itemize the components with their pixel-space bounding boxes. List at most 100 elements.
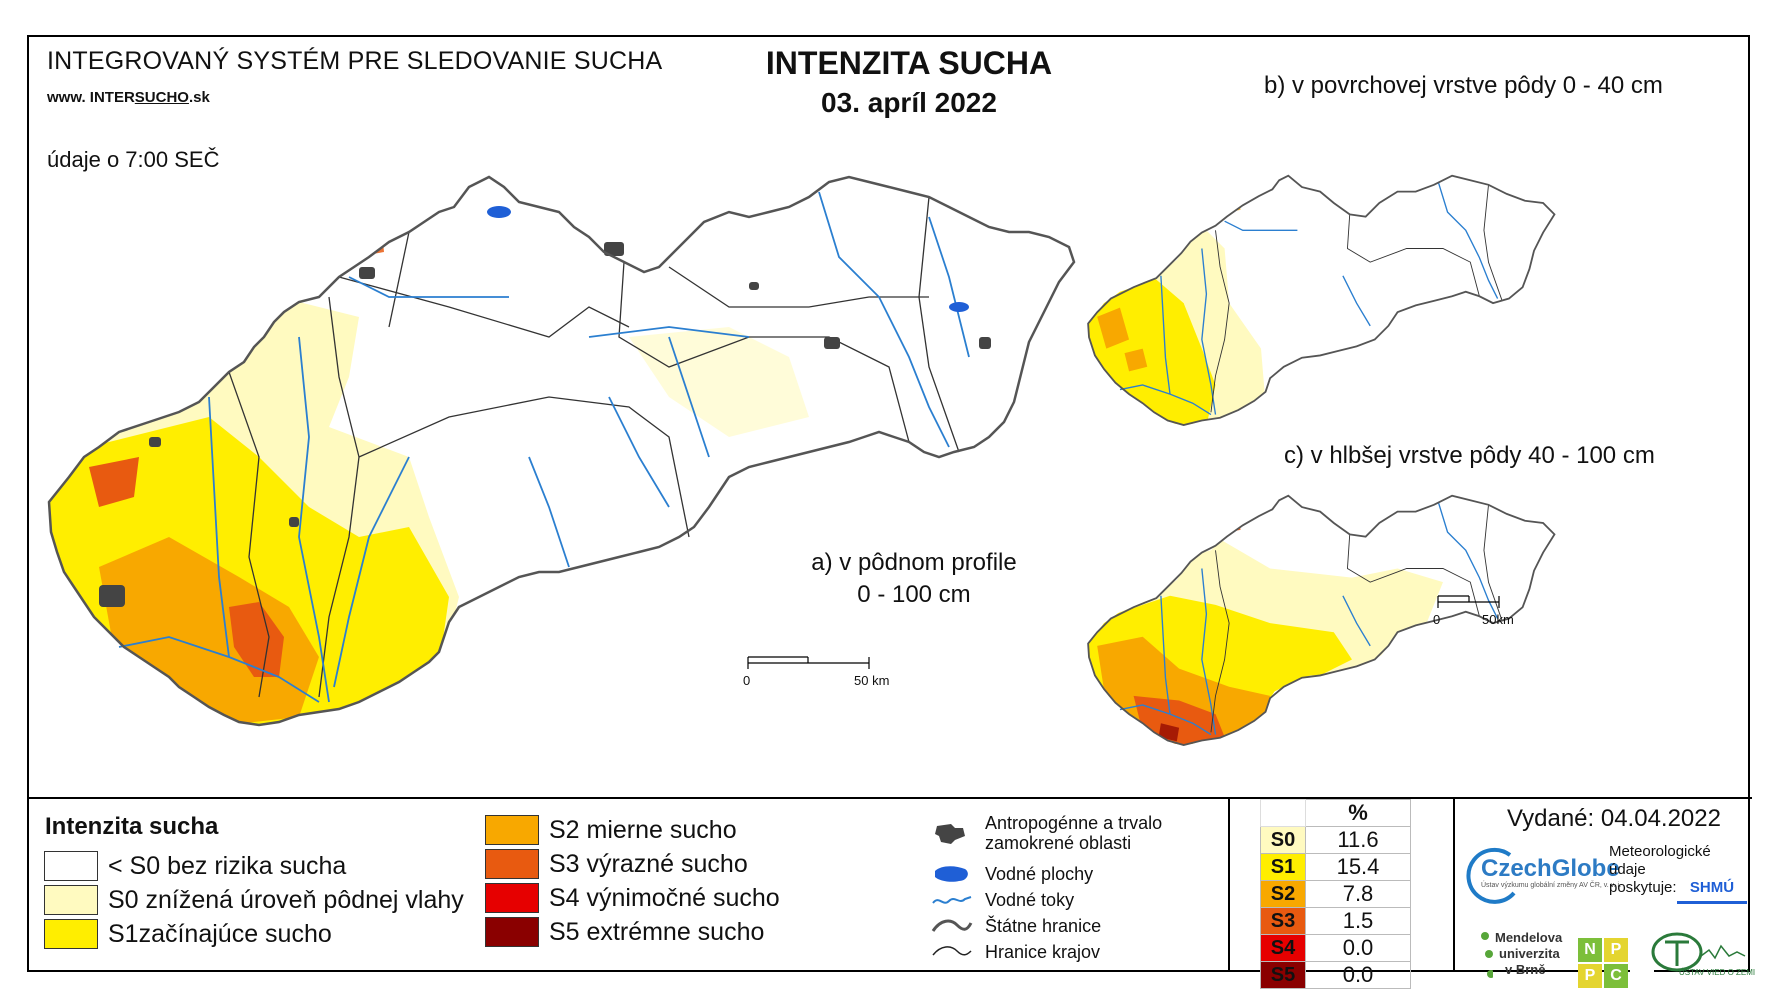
percent-row-s1: S1 15.4 <box>1260 853 1411 881</box>
percent-row-s0: S0 11.6 <box>1260 826 1411 854</box>
issued-date: Vydané: 04.04.2022 <box>1507 805 1721 832</box>
legend-item-s4: S4 výnimočné sucho <box>485 883 780 913</box>
website-suffix: .sk <box>188 89 210 106</box>
legend-label: S4 výnimočné sucho <box>549 883 780 912</box>
divider-right <box>1453 797 1455 972</box>
main-scale-zero: 0 <box>743 673 751 688</box>
percent-value: 15.4 <box>1305 853 1411 881</box>
percent-code: S1 <box>1260 853 1306 881</box>
legend-label: < S0 bez rizika sucha <box>108 851 347 880</box>
state-border-icon <box>931 919 973 932</box>
percent-code: S4 <box>1260 934 1306 962</box>
percent-row-s5: S5 0.0 <box>1260 961 1411 989</box>
percent-code: S2 <box>1260 880 1306 908</box>
meteo-line1: Meteorologické <box>1609 843 1711 860</box>
anthropogenic-line1: Antropogénne a trvalo <box>985 813 1163 833</box>
percent-table-header: % <box>1260 799 1411 827</box>
water-body-east <box>949 302 969 312</box>
website-prefix: www. INTER <box>47 89 135 106</box>
percent-code: S5 <box>1260 961 1306 989</box>
nppc-p2: P <box>1578 964 1602 988</box>
uvz-logo-mark <box>1651 932 1746 972</box>
anthropogenic-icon <box>935 824 965 844</box>
mendel-line2: univerzita <box>1499 946 1560 961</box>
legend-label: S2 mierne sucho <box>549 815 737 844</box>
legend-title: Intenzita sucha <box>45 813 219 840</box>
map-a-label-line2: 0 - 100 cm <box>857 581 971 608</box>
legend-swatch <box>485 883 539 913</box>
symbol-rivers: Vodné toky <box>929 889 1074 911</box>
main-map <box>47 175 1076 727</box>
legend-swatch <box>44 885 98 915</box>
nppc-logo: N P P C <box>1578 938 1654 988</box>
percent-row-s3: S3 1.5 <box>1260 907 1411 935</box>
nppc-c: C <box>1604 964 1628 988</box>
map-title: INTENZITA SUCHA <box>765 45 1053 81</box>
meteo-line3: poskytuje: <box>1609 879 1677 896</box>
shmu-logo: SHMÚ <box>1677 875 1747 904</box>
czechglobe-subtitle: Ústav výzkumu globální změny AV ČR, v. v… <box>1481 882 1622 889</box>
legend-item-below-s0: < S0 bez rizika sucha <box>44 851 346 881</box>
time-note: údaje o 7:00 SEČ <box>47 147 220 172</box>
legend-item-s1: S1začínajúce sucho <box>44 919 332 949</box>
small-scale-bar <box>1437 595 1500 608</box>
nppc-p1: P <box>1604 938 1628 962</box>
main-map-svg <box>47 174 1556 746</box>
legend-item-s2: S2 mierne sucho <box>485 815 737 845</box>
meteo-provider: Meteorologické údaje poskytuje: <box>1609 843 1711 897</box>
map-frame: INTEGROVANÝ SYSTÉM PRE SLEDOVANIE SUCHA … <box>27 35 1755 989</box>
legend-label: S0 znížená úroveň pôdnej vlahy <box>108 885 464 914</box>
main-scale-end: 50 km <box>854 673 890 688</box>
map-b-label: b) v povrchovej vrstve pôdy 0 - 40 cm <box>1264 72 1663 99</box>
meteo-line2: údaje <box>1609 861 1646 878</box>
czechglobe-logo: CzechGlobe <box>1481 855 1620 882</box>
mendel-line1: Mendelova <box>1495 930 1563 945</box>
symbol-water-bodies: Vodné plochy <box>929 863 1093 885</box>
symbol-anthropogenic: Antropogénne a trvalo zamokrené oblasti <box>929 813 1162 853</box>
nppc-n: N <box>1578 938 1602 962</box>
percent-value: 7.8 <box>1305 880 1411 908</box>
map-a-label-line1: a) v pôdnom profile <box>811 549 1017 576</box>
legend-item-s3: S3 výrazné sucho <box>485 849 748 879</box>
legend-panel <box>29 797 1752 974</box>
percent-header: % <box>1305 799 1411 827</box>
map-c-label: c) v hlbšej vrstve pôdy 40 - 100 cm <box>1284 442 1655 469</box>
legend-item-s0: S0 znížená úroveň pôdnej vlahy <box>44 885 464 915</box>
small-scale-end: 50km <box>1482 612 1514 627</box>
water-body-north <box>487 206 511 218</box>
legend-swatch <box>485 849 539 879</box>
percent-row-s2: S2 7.8 <box>1260 880 1411 908</box>
uvz-logo: ÚSTAV VIED O ZEMI <box>1679 968 1756 977</box>
percent-table: % S0 11.6 S1 15.4 S2 7.8 S3 1.5 S4 0.0 S… <box>1260 799 1411 989</box>
percent-value: 0.0 <box>1305 934 1411 962</box>
czechglobe-logo-arc <box>1466 847 1516 904</box>
mendel-logo: Mendelova univerzita v Brně <box>1495 930 1562 978</box>
map-b <box>1087 174 1556 426</box>
legend-swatch <box>485 815 539 845</box>
region-border-icon <box>932 946 972 956</box>
system-title: INTEGROVANÝ SYSTÉM PRE SLEDOVANIE SUCHA <box>47 47 663 75</box>
water-body-icon <box>935 866 968 882</box>
percent-value: 11.6 <box>1305 826 1411 854</box>
percent-row-s4: S4 0.0 <box>1260 934 1411 962</box>
mendel-line3: v Brně <box>1505 962 1546 977</box>
water-bodies-label: Vodné plochy <box>985 863 1094 884</box>
mendel-dots <box>1481 932 1493 978</box>
percent-value: 0.0 <box>1305 961 1411 989</box>
s3-area-west <box>89 457 139 507</box>
s3-area-south <box>229 602 284 677</box>
legend-label: S3 výrazné sucho <box>549 849 748 878</box>
legend-swatch <box>485 917 539 947</box>
website-link[interactable]: www. INTERSUCHO.sk <box>47 89 210 106</box>
divider-left <box>1228 797 1230 972</box>
rivers-label: Vodné toky <box>985 889 1075 910</box>
percent-header-blank <box>1260 799 1306 827</box>
river-icon <box>932 896 972 904</box>
symbol-region-border: Hranice krajov <box>929 941 1100 963</box>
legend-label: S5 extrémne sucho <box>549 917 765 946</box>
legend-item-s5: S5 extrémne sucho <box>485 917 764 947</box>
website-mid: SUCHO <box>134 89 189 106</box>
state-border-label: Štátne hranice <box>985 915 1102 936</box>
small-scale-zero: 0 <box>1433 612 1441 627</box>
symbol-state-border: Štátne hranice <box>929 915 1101 937</box>
